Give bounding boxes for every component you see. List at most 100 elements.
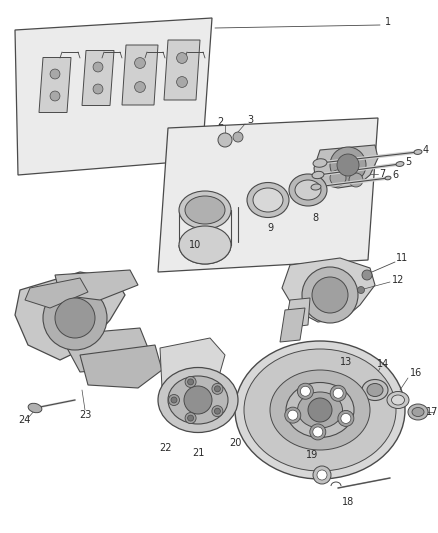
Circle shape (50, 69, 60, 79)
Ellipse shape (270, 370, 370, 450)
Ellipse shape (362, 379, 388, 400)
Ellipse shape (179, 191, 231, 229)
Circle shape (218, 133, 232, 147)
Text: 6: 6 (392, 170, 398, 180)
Circle shape (233, 132, 243, 142)
Text: 7: 7 (379, 169, 385, 179)
Text: 19: 19 (306, 450, 318, 460)
Ellipse shape (367, 384, 383, 397)
Ellipse shape (295, 180, 321, 200)
Ellipse shape (297, 392, 343, 428)
Text: 14: 14 (377, 359, 389, 369)
Text: 11: 11 (396, 253, 408, 263)
Text: 9: 9 (267, 223, 273, 233)
Ellipse shape (408, 404, 428, 420)
Circle shape (313, 427, 323, 437)
Circle shape (312, 277, 348, 313)
Polygon shape (39, 58, 71, 112)
Circle shape (177, 77, 187, 87)
Circle shape (300, 386, 311, 396)
Circle shape (285, 407, 301, 423)
Text: 21: 21 (192, 448, 204, 458)
Ellipse shape (412, 408, 424, 416)
Circle shape (187, 379, 194, 385)
Ellipse shape (385, 176, 391, 180)
Circle shape (313, 466, 331, 484)
Text: 1: 1 (385, 17, 391, 27)
Circle shape (330, 147, 366, 183)
Circle shape (308, 398, 332, 422)
Ellipse shape (387, 392, 409, 408)
Text: 22: 22 (159, 443, 171, 453)
Ellipse shape (158, 367, 238, 432)
Text: 10: 10 (189, 240, 201, 250)
Circle shape (330, 170, 346, 186)
Ellipse shape (185, 196, 225, 224)
Ellipse shape (244, 349, 396, 471)
Polygon shape (15, 18, 212, 175)
Ellipse shape (235, 341, 405, 479)
Circle shape (171, 397, 177, 403)
Circle shape (362, 270, 372, 280)
Ellipse shape (396, 161, 404, 166)
Circle shape (310, 424, 326, 440)
Polygon shape (15, 272, 125, 360)
Text: 4: 4 (423, 145, 429, 155)
Text: 18: 18 (342, 497, 354, 507)
Polygon shape (285, 298, 310, 328)
Polygon shape (164, 40, 200, 100)
Circle shape (212, 383, 223, 394)
Circle shape (177, 53, 187, 63)
Circle shape (43, 286, 107, 350)
Polygon shape (55, 270, 138, 300)
Circle shape (134, 82, 145, 92)
Circle shape (134, 58, 145, 68)
Ellipse shape (289, 174, 327, 206)
Circle shape (185, 376, 196, 387)
Ellipse shape (247, 182, 289, 217)
Ellipse shape (179, 226, 231, 264)
Circle shape (184, 386, 212, 414)
Text: 23: 23 (79, 410, 91, 420)
Circle shape (333, 388, 343, 398)
Polygon shape (25, 278, 88, 308)
Circle shape (215, 386, 220, 392)
Circle shape (185, 413, 196, 424)
Ellipse shape (313, 159, 327, 167)
Polygon shape (282, 258, 375, 322)
Polygon shape (158, 118, 378, 272)
Circle shape (337, 154, 359, 176)
Ellipse shape (312, 171, 324, 179)
Circle shape (330, 385, 346, 401)
Text: 5: 5 (405, 157, 411, 167)
Polygon shape (160, 338, 225, 408)
Circle shape (212, 406, 223, 417)
Polygon shape (122, 45, 158, 105)
Ellipse shape (311, 184, 321, 190)
Text: 8: 8 (312, 213, 318, 223)
Circle shape (215, 408, 220, 414)
Polygon shape (280, 308, 305, 342)
Circle shape (357, 287, 364, 294)
Circle shape (187, 415, 194, 421)
Circle shape (338, 410, 354, 426)
Circle shape (317, 470, 327, 480)
Ellipse shape (28, 403, 42, 413)
Circle shape (169, 394, 180, 406)
Ellipse shape (168, 376, 228, 424)
Circle shape (302, 267, 358, 323)
Text: 17: 17 (426, 407, 438, 417)
Polygon shape (82, 51, 114, 106)
Ellipse shape (392, 395, 405, 405)
Text: 13: 13 (340, 357, 352, 367)
Polygon shape (314, 145, 378, 188)
Circle shape (55, 298, 95, 338)
Text: 16: 16 (410, 368, 422, 378)
Text: 12: 12 (392, 275, 404, 285)
Circle shape (288, 410, 298, 420)
Text: 24: 24 (18, 415, 30, 425)
Circle shape (297, 383, 313, 399)
Circle shape (50, 91, 60, 101)
Ellipse shape (414, 150, 422, 155)
Circle shape (93, 62, 103, 72)
